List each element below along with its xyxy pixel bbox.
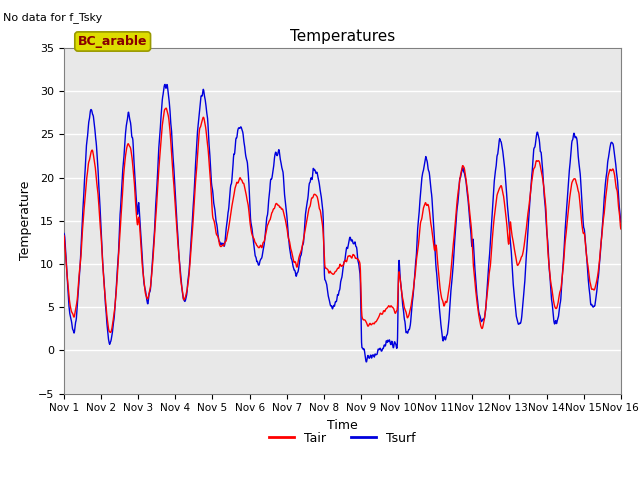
- X-axis label: Time: Time: [327, 419, 358, 432]
- Text: BC_arable: BC_arable: [78, 35, 147, 48]
- Text: No data for f_Tsky: No data for f_Tsky: [3, 12, 102, 23]
- Y-axis label: Temperature: Temperature: [19, 181, 33, 261]
- Legend: Tair, Tsurf: Tair, Tsurf: [264, 427, 420, 450]
- Title: Temperatures: Temperatures: [290, 29, 395, 44]
